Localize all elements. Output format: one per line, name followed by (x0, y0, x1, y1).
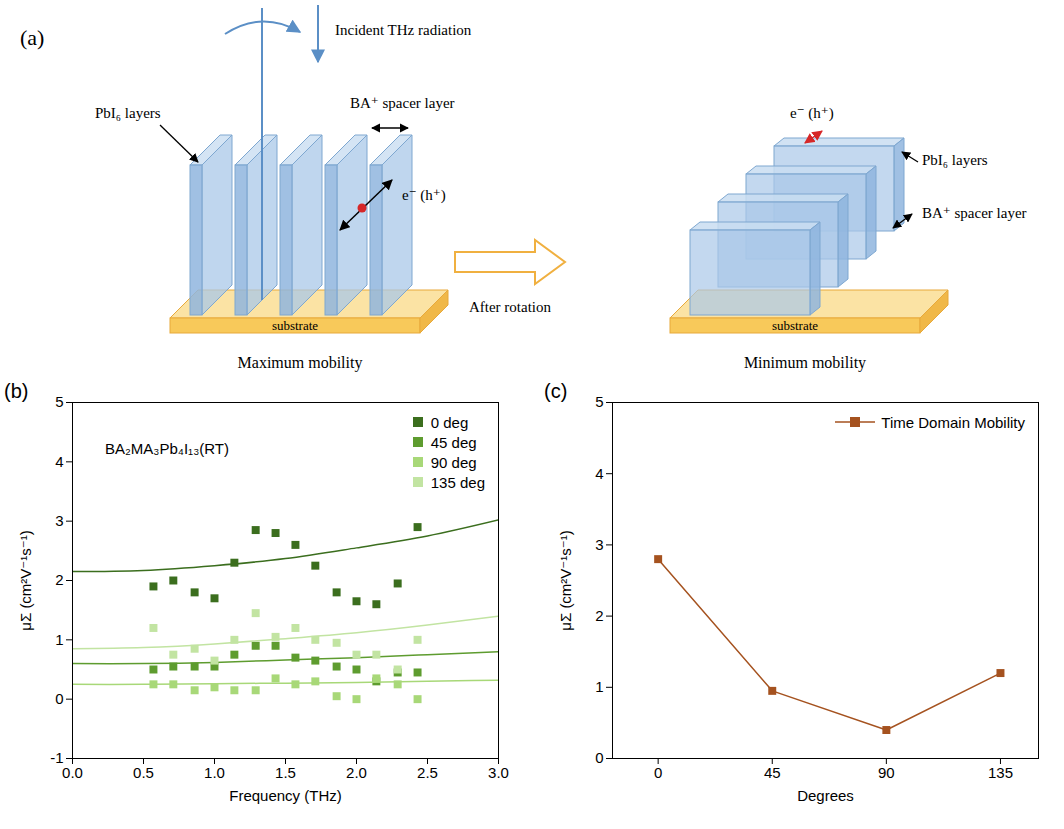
html-text:0 deg: 0 deg (430, 413, 469, 431)
svg-text:0: 0 (55, 690, 63, 707)
svg-text:Frequency (THz): Frequency (THz) (229, 787, 342, 804)
svg-text:e⁻ (h⁺): e⁻ (h⁺) (790, 105, 834, 122)
svg-text:2.0: 2.0 (346, 764, 367, 781)
svg-text:135: 135 (988, 764, 1013, 781)
html-text:135 deg: 135 deg (430, 473, 485, 491)
svg-text:BA⁺ spacer layer: BA⁺ spacer layer (350, 95, 455, 111)
svg-text:e⁻ (h⁺): e⁻ (h⁺) (402, 187, 446, 204)
svg-text:Incident THz radiation: Incident THz radiation (335, 22, 472, 38)
svg-text:1.5: 1.5 (275, 764, 296, 781)
svg-text:After rotation: After rotation (469, 299, 552, 315)
svg-text:2: 2 (55, 571, 63, 588)
svg-text:0: 0 (654, 764, 662, 781)
svg-text:5: 5 (595, 393, 603, 410)
svg-text:Maximum mobility: Maximum mobility (238, 354, 363, 372)
html-text:Time Domain Mobility: Time Domain Mobility (881, 413, 1025, 431)
html-text:90 deg: 90 deg (430, 453, 477, 471)
svg-text:0.0: 0.0 (62, 764, 83, 781)
svg-text:4: 4 (55, 453, 63, 470)
svg-text:Minimum mobility: Minimum mobility (744, 354, 866, 372)
svg-text:0.5: 0.5 (133, 764, 154, 781)
svg-text:-1: -1 (50, 749, 64, 767)
svg-text:4: 4 (595, 465, 603, 482)
svg-text:1: 1 (595, 678, 603, 695)
svg-text:μΣ (cm²V⁻¹s⁻¹): μΣ (cm²V⁻¹s⁻¹) (557, 530, 574, 630)
svg-text:PbI₆ layers: PbI₆ layers (922, 152, 988, 168)
svg-text:1: 1 (55, 631, 63, 648)
svg-text:90: 90 (878, 764, 895, 781)
svg-text:substrate: substrate (272, 318, 318, 333)
svg-text:5: 5 (55, 393, 63, 410)
svg-text:1.0: 1.0 (204, 764, 225, 781)
html-text:(c): (c) (544, 380, 568, 402)
svg-text:3: 3 (55, 512, 63, 529)
html-text:(b): (b) (4, 380, 29, 402)
svg-text:(a): (a) (20, 25, 44, 50)
svg-text:BA⁺ spacer layer: BA⁺ spacer layer (922, 205, 1027, 221)
svg-text:0: 0 (595, 749, 603, 766)
svg-text:3.0: 3.0 (488, 764, 509, 781)
svg-text:μΣ (cm²V⁻¹s⁻¹): μΣ (cm²V⁻¹s⁻¹) (17, 530, 34, 630)
svg-text:3: 3 (595, 536, 603, 553)
html-text:45 deg: 45 deg (430, 433, 477, 451)
svg-text:substrate: substrate (772, 318, 818, 333)
svg-text:Degrees: Degrees (797, 787, 854, 804)
svg-text:PbI₆ layers: PbI₆ layers (95, 105, 161, 121)
html-text:BA₂MA₃Pb₄I₁₃(RT): BA₂MA₃Pb₄I₁₃(RT) (105, 440, 229, 457)
svg-text:2.5: 2.5 (417, 764, 438, 781)
svg-text:2: 2 (595, 607, 603, 624)
svg-text:45: 45 (764, 764, 781, 781)
